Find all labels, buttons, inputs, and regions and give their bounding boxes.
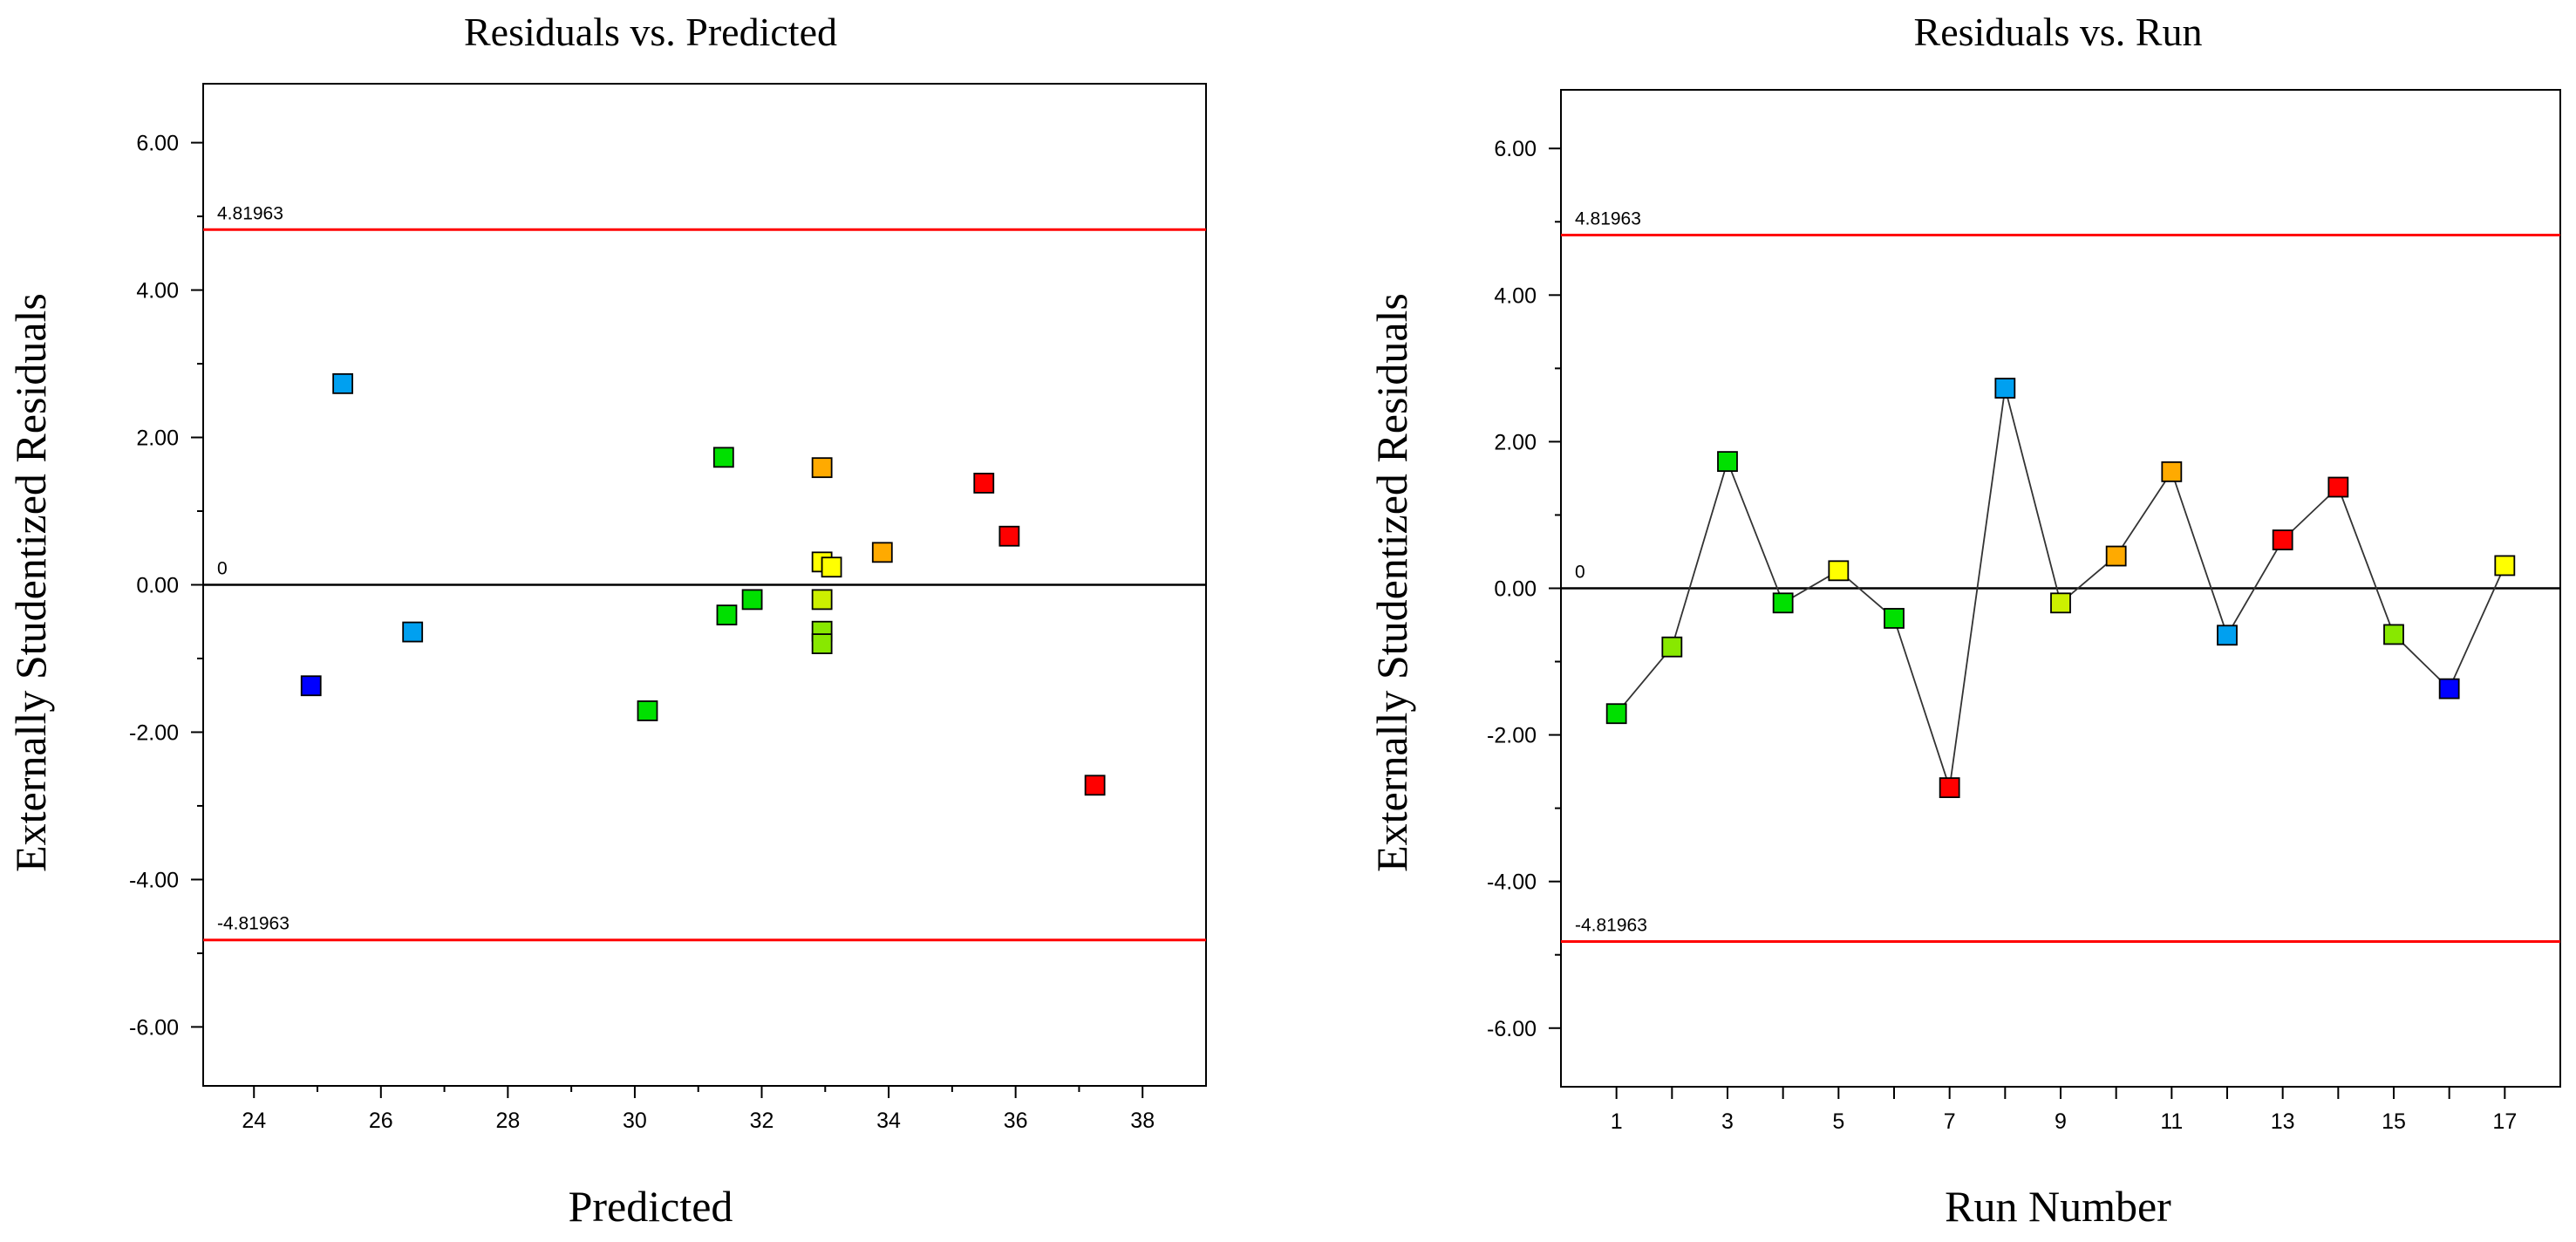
y-tick-label: 2.00 [136, 427, 179, 451]
x-tick-label: 36 [1004, 1109, 1028, 1133]
data-point [1772, 592, 1794, 614]
x-tick-label: 3 [1721, 1109, 1734, 1134]
data-point [741, 589, 763, 611]
reference-line-label: -4.81963 [1575, 916, 1647, 936]
data-point [1084, 775, 1106, 796]
x-tick-label: 13 [2271, 1109, 2295, 1134]
reference-line-label: -4.81963 [217, 914, 290, 934]
data-point [2050, 592, 2071, 614]
x-tick-label: 24 [242, 1109, 266, 1133]
data-point [811, 633, 833, 654]
data-point [973, 473, 995, 494]
data-point [1884, 608, 1905, 629]
y-tick-label: -6.00 [129, 1015, 179, 1040]
data-point [332, 372, 354, 394]
y-tick-label: -2.00 [129, 720, 179, 745]
y-tick-label: 4.00 [136, 279, 179, 304]
data-point [998, 525, 1020, 547]
data-point [712, 447, 734, 468]
data-point [2494, 555, 2516, 577]
reference-line-label: 0 [1575, 563, 1585, 583]
data-point [811, 457, 833, 479]
data-point [871, 542, 893, 563]
x-tick-label: 1 [1611, 1109, 1623, 1134]
y-tick-label: -6.00 [1487, 1017, 1537, 1041]
data-point [1828, 560, 1850, 582]
residuals-vs-run-chart: Residuals vs. Run Run Number Externally … [1367, 10, 2561, 1231]
x-tick-label: 9 [2055, 1109, 2067, 1134]
y-tick-label: 6.00 [136, 132, 179, 156]
data-point [300, 675, 322, 697]
x-tick-label: 5 [1832, 1109, 1844, 1134]
x-tick-label: 15 [2382, 1109, 2406, 1134]
y-tick-label: 0.00 [1494, 577, 1537, 602]
data-point [1994, 378, 2016, 399]
x-tick-label: 26 [369, 1109, 393, 1133]
x-tick-label: 28 [495, 1109, 520, 1133]
x-tick-label: 38 [1130, 1109, 1155, 1133]
reference-line-label: 0 [217, 559, 228, 579]
chart-title: Residuals vs. Run [1914, 10, 2203, 54]
reference-line-label: 4.81963 [217, 203, 283, 223]
data-point [2383, 624, 2404, 645]
data-point [1661, 636, 1683, 658]
data-point [2105, 545, 2127, 567]
data-point [821, 556, 842, 578]
y-axis-label: Externally Studentized Residuals [6, 293, 55, 872]
data-point [1939, 777, 1960, 798]
x-axis-label: Run Number [1945, 1182, 2171, 1231]
y-tick-label: 4.00 [1494, 283, 1537, 308]
data-point [2327, 476, 2349, 498]
residuals-vs-predicted-chart: Residuals vs. Predicted Predicted Extern… [6, 10, 1207, 1231]
data-point [811, 589, 833, 611]
y-tick-label: -4.00 [1487, 870, 1537, 895]
data-point [2438, 678, 2460, 699]
data-point [2217, 624, 2238, 646]
reference-line-label: 4.81963 [1575, 208, 1641, 229]
x-tick-label: 30 [623, 1109, 647, 1133]
data-point [402, 621, 424, 643]
y-tick-label: 0.00 [136, 574, 179, 598]
data-point [1605, 703, 1627, 725]
x-tick-label: 11 [2160, 1109, 2183, 1134]
x-tick-label: 7 [1944, 1109, 1956, 1134]
y-tick-label: -2.00 [1487, 724, 1537, 748]
data-point [1717, 451, 1738, 473]
y-tick-label: -4.00 [129, 868, 179, 892]
x-tick-label: 34 [876, 1109, 901, 1133]
y-axis-label: Externally Studentized Residuals [1367, 293, 1416, 872]
data-point [2272, 529, 2293, 550]
y-tick-label: 6.00 [1494, 137, 1537, 161]
data-point [637, 700, 658, 721]
data-point [716, 604, 738, 626]
x-tick-label: 32 [750, 1109, 774, 1133]
y-tick-label: 2.00 [1494, 430, 1537, 454]
data-point [2161, 461, 2183, 482]
chart-title: Residuals vs. Predicted [464, 10, 837, 54]
x-tick-label: 17 [2492, 1109, 2517, 1134]
x-axis-label: Predicted [569, 1182, 733, 1231]
